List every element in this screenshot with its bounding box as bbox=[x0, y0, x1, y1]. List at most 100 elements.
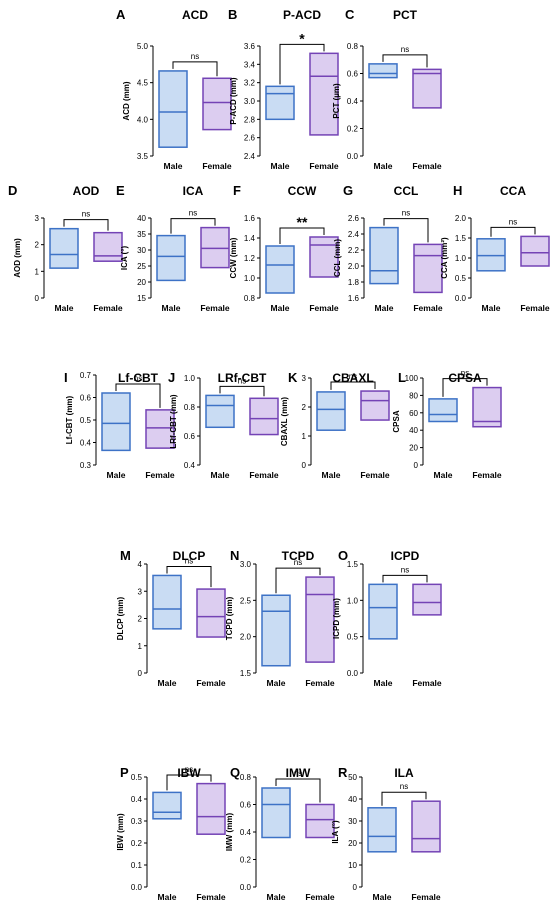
category-label: Female bbox=[305, 892, 335, 902]
y-tick-label: 15 bbox=[137, 294, 146, 303]
panel-d: D AOD 0 1 2 3 AOD (mm) Male Female ns bbox=[8, 183, 123, 313]
category-label: Female bbox=[145, 470, 175, 480]
panel-letter: Q bbox=[230, 765, 240, 780]
female-box bbox=[249, 397, 279, 436]
y-tick-label: 2.5 bbox=[240, 596, 252, 605]
panel-letter: F bbox=[233, 183, 241, 198]
y-axis-label: P-ACD (mm) bbox=[229, 77, 238, 124]
panel-m: M DLCP 0 1 2 3 4 DLCP (mm) Male Female ns bbox=[116, 548, 226, 688]
y-axis-label: CBAXL (mm) bbox=[280, 397, 289, 447]
panel-letter: P bbox=[120, 765, 129, 780]
panel-title: P-ACD bbox=[283, 8, 321, 22]
panel-l: L CPSA 0 20 40 60 80 100 CPSA Male Female ns bbox=[392, 369, 502, 480]
panel-title: ICA bbox=[183, 184, 204, 198]
significance-label: ns bbox=[349, 372, 357, 381]
female-box bbox=[145, 409, 175, 449]
panel-title: Lf-CBT bbox=[118, 371, 159, 385]
category-label: Female bbox=[360, 470, 390, 480]
y-tick-label: 1.2 bbox=[244, 254, 256, 263]
male-box bbox=[316, 391, 346, 431]
category-label: Female bbox=[196, 892, 226, 902]
female-box bbox=[309, 236, 339, 278]
y-axis-label: CCA (mm²) bbox=[440, 237, 449, 279]
y-tick-label: 3.0 bbox=[244, 97, 256, 106]
y-axis-label: IMW (mm) bbox=[225, 813, 234, 852]
panel-letter: A bbox=[116, 7, 126, 22]
female-box bbox=[520, 235, 550, 267]
male-box bbox=[101, 392, 131, 452]
male-box bbox=[261, 594, 291, 667]
y-tick-label: 1.4 bbox=[244, 234, 256, 243]
significance-label: ns bbox=[189, 209, 197, 218]
panel-title: CCL bbox=[394, 184, 419, 198]
y-tick-label: 80 bbox=[409, 391, 418, 400]
category-label: Male bbox=[373, 892, 392, 902]
panel-b: B P-ACD 2.4 2.6 2.8 3.0 3.2 3.4 3.6 P-ACD (mm) Mal… bbox=[228, 7, 339, 171]
y-tick-label: 0.6 bbox=[240, 801, 252, 810]
significance-label: ns bbox=[400, 782, 408, 791]
y-tick-label: 0.1 bbox=[131, 861, 143, 870]
y-tick-label: 0.5 bbox=[131, 773, 143, 782]
y-tick-label: 0.6 bbox=[184, 432, 196, 441]
y-axis-label: CCW (mm) bbox=[229, 237, 238, 278]
y-tick-label: 2.0 bbox=[240, 633, 252, 642]
y-tick-label: 60 bbox=[409, 409, 418, 418]
significance-bracket bbox=[219, 385, 265, 397]
panel-r: R ILA 0 10 20 30 40 50 ILA (°) Male Female ns bbox=[331, 765, 441, 902]
y-tick-label: 4.5 bbox=[137, 79, 149, 88]
y-tick-label: 0.0 bbox=[455, 294, 467, 303]
female-box bbox=[200, 226, 230, 269]
y-tick-label: 2.2 bbox=[348, 246, 360, 255]
category-label: Male bbox=[375, 303, 394, 313]
male-box bbox=[265, 85, 295, 121]
panel-letter: J bbox=[168, 370, 175, 385]
significance-label: ** bbox=[297, 214, 308, 230]
y-tick-label: 3.5 bbox=[137, 152, 149, 161]
female-box bbox=[412, 583, 442, 616]
significance-bracket bbox=[63, 219, 109, 231]
y-axis-label: ILA (°) bbox=[331, 820, 340, 844]
y-tick-label: 0.6 bbox=[80, 394, 92, 403]
y-tick-label: 0.8 bbox=[240, 773, 252, 782]
category-label: Male bbox=[162, 303, 181, 313]
y-tick-label: 3.6 bbox=[244, 42, 256, 51]
y-tick-label: 0.8 bbox=[184, 403, 196, 412]
female-box bbox=[305, 803, 335, 839]
significance-label: ns bbox=[185, 556, 193, 565]
y-axis-label: PCT (µm) bbox=[332, 83, 341, 119]
panel-title: AOD bbox=[73, 184, 100, 198]
significance-bracket bbox=[166, 774, 212, 791]
panel-k: K CBAXL 0 1 2 3 CBAXL (mm) Male Female ns bbox=[280, 370, 390, 480]
panel-letter: L bbox=[398, 370, 406, 385]
panel-letter: G bbox=[343, 183, 353, 198]
significance-label: ns bbox=[82, 210, 90, 219]
panel-letter: K bbox=[288, 370, 298, 385]
significance-label: * bbox=[299, 30, 305, 46]
male-box bbox=[369, 226, 399, 285]
male-box bbox=[367, 807, 397, 853]
panel-title: CPSA bbox=[448, 371, 482, 385]
category-label: Female bbox=[309, 161, 339, 171]
panel-letter: C bbox=[345, 7, 355, 22]
y-tick-label: 2.6 bbox=[348, 214, 360, 223]
y-tick-label: 3 bbox=[302, 374, 307, 383]
category-label: Female bbox=[309, 303, 339, 313]
significance-bracket bbox=[279, 227, 325, 244]
y-tick-label: 10 bbox=[348, 861, 357, 870]
y-tick-label: 3.2 bbox=[244, 79, 256, 88]
panel-title: CCW bbox=[288, 184, 317, 198]
y-tick-label: 0.4 bbox=[240, 828, 252, 837]
male-box bbox=[368, 583, 398, 640]
y-tick-label: 3.0 bbox=[240, 560, 252, 569]
panel-h: H CCA 0.0 0.5 1.0 1.5 2.0 CCA (mm²) Male Female ns bbox=[440, 183, 550, 313]
significance-label: ns bbox=[294, 558, 302, 567]
category-label: Female bbox=[202, 161, 232, 171]
significance-label: ns bbox=[185, 765, 193, 774]
female-box bbox=[412, 68, 442, 109]
category-label: Male bbox=[271, 303, 290, 313]
significance-label: ns bbox=[402, 209, 410, 218]
panel-letter: E bbox=[116, 183, 125, 198]
y-tick-label: 0 bbox=[35, 294, 40, 303]
male-box bbox=[158, 70, 188, 148]
y-tick-label: 4 bbox=[138, 560, 143, 569]
